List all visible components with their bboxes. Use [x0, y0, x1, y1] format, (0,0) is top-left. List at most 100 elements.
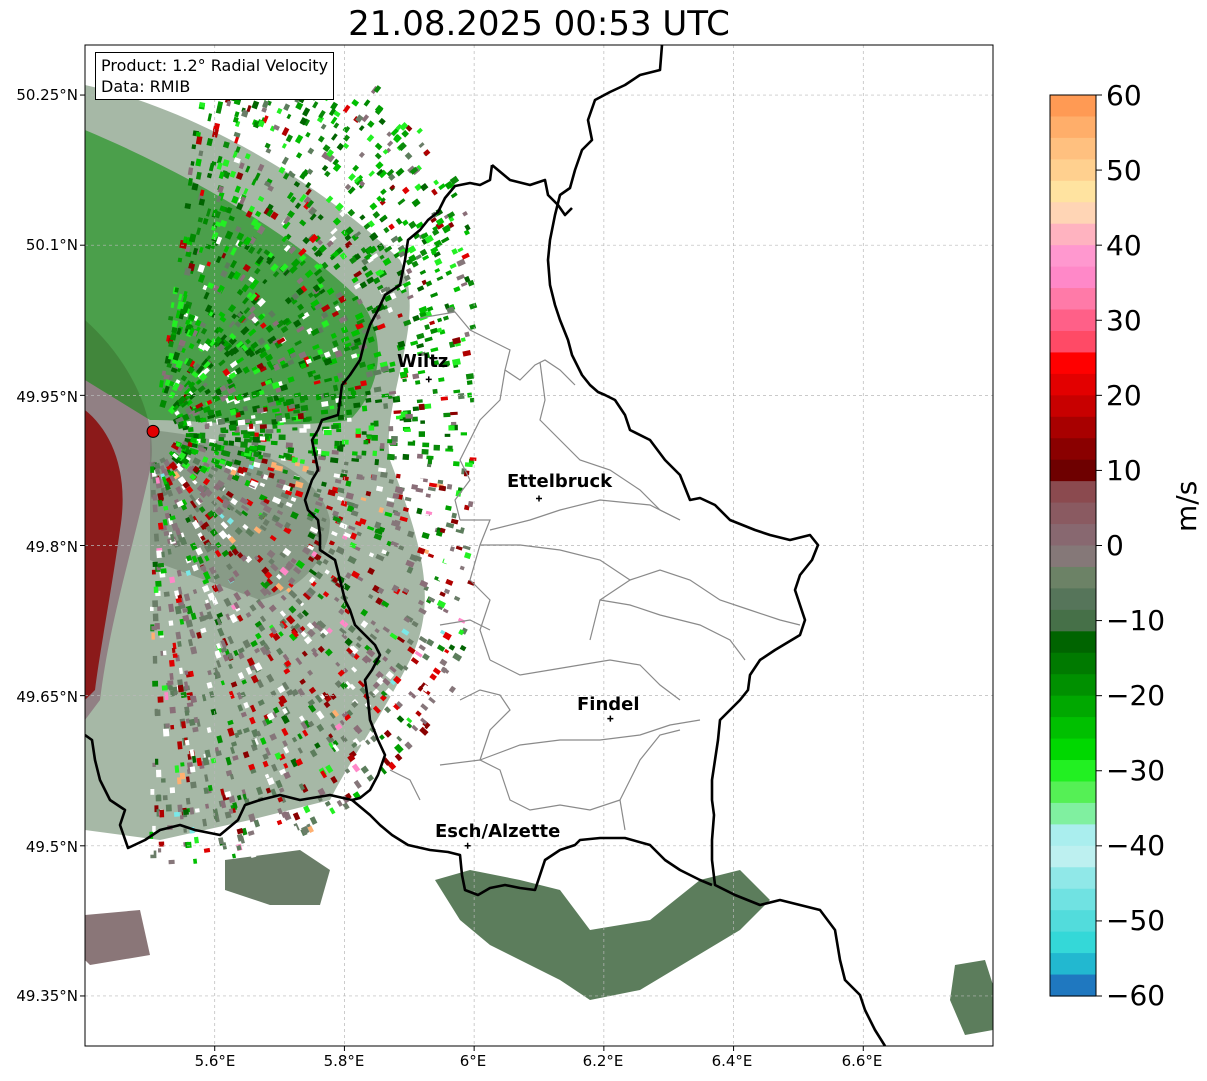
radar-pixel — [176, 327, 182, 336]
radar-pixel — [237, 647, 245, 654]
colorbar-segment — [1050, 609, 1096, 632]
radar-pixel — [245, 165, 251, 173]
radar-pixel — [232, 569, 240, 578]
radar-pixel — [233, 131, 241, 138]
radar-pixel — [251, 728, 260, 738]
colorbar-segment — [1050, 245, 1096, 268]
radar-pixel — [386, 540, 392, 547]
radar-pixel — [198, 198, 206, 206]
lat-label-49-35: 49.35°N — [16, 987, 78, 1005]
radar-pixel — [336, 799, 343, 807]
radar-pixel — [234, 437, 241, 443]
radar-pixel — [230, 469, 237, 476]
radar-pixel — [202, 571, 211, 581]
radar-pixel — [277, 807, 283, 815]
radar-pixel — [353, 724, 363, 735]
radar-pixel — [331, 530, 338, 537]
radar-pixel — [281, 727, 289, 737]
radar-pixel — [326, 287, 335, 296]
radar-pixel — [259, 366, 267, 373]
radar-pixel — [188, 514, 196, 523]
radar-pixel — [318, 455, 326, 461]
radar-pixel — [346, 409, 352, 416]
radar-pixel — [237, 672, 245, 680]
radar-pixel — [419, 579, 429, 588]
radar-pixel — [163, 505, 169, 511]
radar-pixel — [170, 367, 178, 374]
city-markers — [146, 376, 614, 849]
lon-label-6-4: 6.4°E — [711, 1052, 753, 1070]
radar-pixel — [395, 123, 403, 131]
radar-pixel — [344, 234, 352, 242]
radar-pixel — [432, 388, 438, 394]
radar-pixel — [334, 305, 341, 312]
radar-pixel — [395, 167, 405, 177]
radar-pixel — [272, 270, 280, 278]
radar-pixel — [193, 858, 198, 864]
radar-pixel — [295, 101, 304, 111]
radar-pixel — [297, 303, 305, 311]
radar-pixel — [376, 323, 386, 331]
radar-pixel — [255, 786, 264, 796]
radar-pixel — [207, 669, 212, 676]
radar-pixel — [236, 614, 244, 622]
radar-pixel — [182, 441, 189, 446]
radar-pixel — [185, 554, 193, 562]
radar-pixel — [445, 522, 455, 529]
radar-pixel — [151, 569, 156, 575]
radar-pixel — [318, 102, 326, 109]
radar-pixel — [374, 152, 382, 160]
radar-pixel — [240, 441, 248, 449]
radar-pixel — [366, 525, 375, 531]
radar-pixel — [449, 262, 457, 269]
radar-pixel — [418, 403, 425, 411]
radar-pixel — [205, 423, 210, 428]
radar-pixel — [448, 685, 456, 694]
radar-pixel — [191, 370, 199, 379]
radar-pixel — [292, 566, 302, 575]
radar-pixel — [353, 176, 361, 184]
radar-pixel — [203, 787, 209, 794]
radar-pixel — [179, 772, 186, 780]
radar-pixel — [330, 332, 337, 339]
radar-pixel — [251, 739, 258, 748]
radar-pixel — [326, 153, 335, 163]
radar-pixel — [415, 487, 424, 493]
radar-pixel — [402, 587, 409, 594]
radar-pixel — [234, 136, 240, 144]
radar-pixel — [353, 253, 362, 261]
radar-pixel — [444, 303, 450, 310]
radar-pixel — [168, 620, 174, 626]
radar-pixel — [282, 547, 292, 557]
colorbar-segment — [1050, 223, 1096, 246]
radar-pixel — [257, 337, 266, 346]
radar-pixel — [377, 284, 384, 291]
radar-pixel — [157, 630, 164, 636]
radar-pixel — [251, 366, 258, 373]
radar-pixel — [231, 195, 239, 204]
city-label-esch-alzette: Esch/Alzette — [435, 821, 561, 842]
radar-pixel — [237, 704, 244, 712]
radar-pixel — [228, 440, 235, 446]
radar-pixel — [226, 100, 232, 107]
radar-pixel — [438, 183, 446, 191]
radar-pixel — [236, 794, 242, 801]
radar-pixel — [339, 209, 347, 218]
radar-pixel — [228, 536, 237, 544]
radar-pixel — [325, 764, 334, 774]
radar-pixel — [405, 267, 413, 275]
radar-pixel — [456, 525, 462, 531]
radar-pixel — [386, 131, 393, 138]
radar-pixel — [259, 587, 269, 597]
colorbar-segment — [1050, 502, 1096, 525]
radar-pixel — [287, 210, 295, 219]
radar-pixel — [443, 557, 451, 565]
radar-pixel — [445, 270, 453, 276]
colorbar-segment — [1050, 95, 1096, 118]
radar-pixel — [459, 644, 467, 652]
radar-pixel — [196, 227, 202, 236]
radar-pixel — [387, 140, 394, 147]
radar-pixel — [236, 844, 242, 851]
radar-pixel — [190, 437, 197, 444]
colorbar-segment — [1050, 330, 1096, 354]
